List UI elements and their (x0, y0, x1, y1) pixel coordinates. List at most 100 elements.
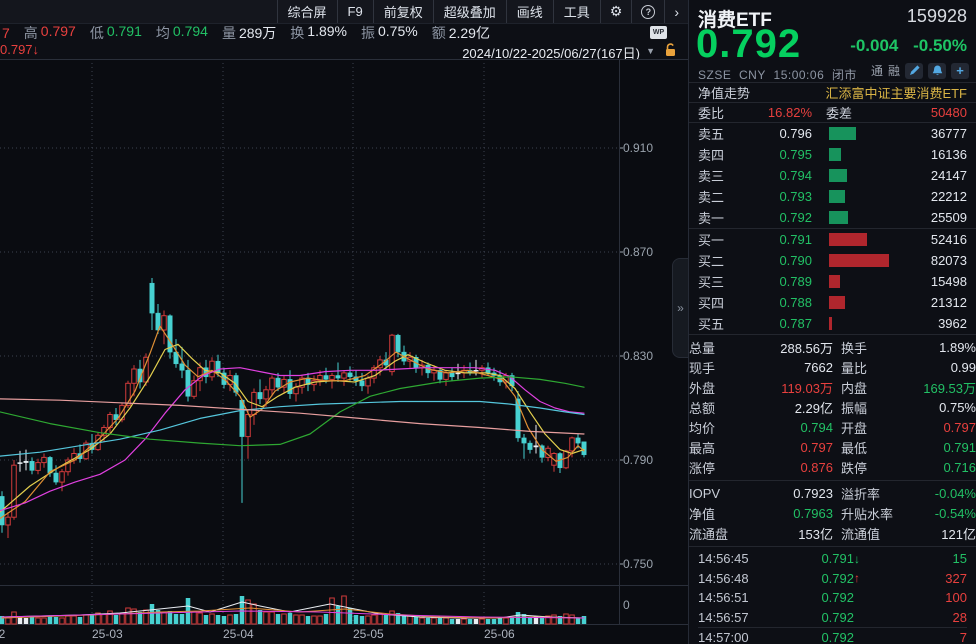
nav-trend-row[interactable]: 净值走势 汇添富中证主要消费ETF (689, 83, 976, 103)
svg-text:0.750: 0.750 (623, 557, 653, 571)
depth-level-label: 买五 (698, 317, 725, 332)
depth-row-sell-2[interactable]: 卖四 0.795 16136 (698, 144, 967, 165)
toolbar-more-icon[interactable]: › (664, 0, 688, 23)
info-value: 0.75% (378, 23, 418, 39)
stats-row-4: 总额 2.29亿 振幅 0.75% (689, 397, 976, 417)
margin-tag-tong: 通 (870, 64, 883, 78)
stat-value: 169.53万 (923, 380, 976, 396)
stat-value: 153亿 (798, 526, 833, 542)
info-pair-6: 振 0.75% (361, 23, 418, 43)
depth-price: 0.787 (779, 316, 812, 331)
stats-row-7: 涨停 0.876 跌停 0.716 (689, 457, 976, 477)
alert-bell-icon[interactable] (928, 62, 946, 79)
buy-queue: 买一 0.791 52416 买二 0.790 82073 买三 0.789 15498 买四 0.… (689, 229, 976, 334)
stat-label: 振幅 (841, 400, 868, 416)
date-range-link[interactable]: 2024/10/22-2025/06/27(167日) (462, 46, 640, 61)
stat-value: -0.04% (934, 485, 976, 501)
top-toolbar: 综合屏 F9 前复权 超级叠加 画线 工具 ⚙? › (0, 0, 688, 24)
info-pair-7: 额 2.29亿 (432, 23, 490, 43)
stat-value: 0.797 (800, 439, 833, 455)
stat-label: IOPV (689, 485, 721, 501)
order-book: 卖五 0.796 36777 卖四 0.795 16136 卖三 0.794 24147 卖二 0.… (689, 123, 976, 335)
stock-name: 消费ETF (698, 10, 772, 31)
depth-row-buy-5[interactable]: 买五 0.787 3962 (698, 313, 967, 334)
tape-row-4: 14:56:57 0.792 28 (698, 608, 967, 628)
open-price-fragment: 7 (2, 25, 10, 41)
toolbar-item-1[interactable]: 综合屏 (276, 0, 337, 23)
toolbar-item-5[interactable]: 画线 (505, 0, 553, 23)
stat-label: 现手 (689, 360, 716, 376)
stat-value: 121亿 (941, 526, 976, 542)
depth-level-label: 卖三 (698, 169, 725, 184)
tape-volume: 28 (952, 609, 967, 625)
tape-time: 14:56:45 (698, 551, 749, 567)
depth-row-sell-3[interactable]: 卖三 0.794 24147 (698, 165, 967, 186)
info-label: 量 (221, 25, 236, 41)
depth-row-buy-3[interactable]: 买三 0.789 15498 (698, 271, 967, 292)
info-label: 均 (155, 25, 170, 41)
depth-volume: 21312 (930, 295, 967, 310)
stat-value: 0.797 (943, 419, 976, 435)
info-label: 额 (431, 25, 446, 41)
stat-value: 0.794 (800, 419, 833, 435)
tape-price: 0.792 (821, 590, 854, 606)
depth-volume-bar (829, 254, 889, 267)
svg-text:0.910: 0.910 (623, 141, 653, 155)
info-pair-2: 低 0.791 (90, 23, 142, 43)
time-and-sales[interactable]: 14:56:45 0.791 ↓ 15 14:56:48 0.792 ↑ 327 14:56:5… (689, 547, 976, 644)
stat-value: 0.876 (800, 459, 833, 475)
info-pair-5: 换 1.89% (290, 23, 347, 43)
sell-queue: 卖五 0.796 36777 卖四 0.795 16136 卖三 0.794 24147 卖二 0.… (689, 123, 976, 229)
depth-row-sell-4[interactable]: 卖二 0.793 22212 (698, 186, 967, 207)
date-range-row: 2024/10/22-2025/06/27(167日) ▼ WP (0, 26, 688, 62)
ohlc-info-row: 7 高 0.797 低 0.791 均 0.794 量 289万换 1.89% 振 0.75% 额 2.2… (0, 23, 688, 43)
stat-label: 总额 (689, 400, 716, 416)
iopv-grid: IOPV 0.7923 溢折率 -0.04% 净值 0.7963 升贴水率 -0.54% 流通盘… (689, 481, 976, 547)
stat-label: 涨停 (689, 460, 716, 476)
depth-price: 0.792 (779, 210, 812, 225)
depth-row-buy-4[interactable]: 买四 0.788 21312 (698, 292, 967, 313)
info-pair-3: 均 0.794 (156, 23, 208, 43)
toolbar-item-4[interactable]: 超级叠加 (432, 0, 506, 23)
depth-volume-bar (829, 169, 847, 182)
toolbar-item-6[interactable]: 工具 (552, 0, 600, 23)
toolbar-item-2[interactable]: F9 (336, 0, 373, 23)
depth-row-buy-1[interactable]: 买一 0.791 52416 (698, 229, 967, 250)
panel-collapse-handle[interactable]: » (672, 258, 688, 358)
tape-volume: 100 (945, 590, 967, 606)
depth-level-label: 卖一 (698, 211, 725, 226)
depth-level-label: 卖四 (698, 148, 725, 163)
stat-value: 0.99 (950, 359, 976, 375)
toolbar-item-3[interactable]: 前复权 (372, 0, 433, 23)
depth-row-sell-5[interactable]: 卖一 0.792 25509 (698, 207, 967, 228)
weibi-value: 16.82% (767, 105, 812, 120)
info-label: 换 (290, 25, 305, 41)
stats-row-2: 现手 7662 量比 0.99 (689, 357, 976, 377)
svg-text:25-03: 25-03 (92, 627, 123, 641)
stat-label: 内盘 (841, 380, 868, 396)
depth-volume-bar (829, 233, 867, 246)
unlock-icon[interactable] (664, 43, 677, 62)
gear-icon[interactable]: ⚙ (599, 0, 632, 23)
stat-label: 换手 (841, 340, 868, 356)
info-label: 高 (23, 25, 38, 41)
depth-level-label: 买二 (698, 254, 725, 269)
depth-row-buy-2[interactable]: 买二 0.790 82073 (698, 250, 967, 271)
edit-pencil-icon[interactable] (905, 62, 923, 79)
depth-volume: 24147 (930, 168, 967, 183)
wp-window-icon[interactable]: WP (650, 26, 667, 39)
chevron-down-icon[interactable]: ▼ (646, 46, 655, 56)
depth-price: 0.791 (779, 232, 812, 247)
depth-price: 0.789 (779, 274, 812, 289)
stat-label: 总量 (689, 340, 716, 356)
depth-row-sell-1[interactable]: 卖五 0.796 36777 (698, 123, 967, 144)
change-value: -0.004 (850, 36, 899, 55)
info-value: 0.797 (40, 23, 76, 39)
iopv-row-2: 净值 0.7963 升贴水率 -0.54% (689, 503, 976, 523)
stat-value: 7662 (804, 359, 833, 375)
add-plus-icon[interactable]: + (951, 62, 969, 79)
quote-panel: 消费ETF 159928 0.792 -0.004 -0.50% SZSE CN… (688, 0, 976, 644)
help-icon[interactable]: ? (631, 0, 664, 23)
candlestick-chart[interactable]: 0.910 0.870 0.830 0.790 0.750 02 25-03 25-04 25-… (0, 59, 688, 644)
stat-value: 0.7963 (793, 505, 833, 521)
